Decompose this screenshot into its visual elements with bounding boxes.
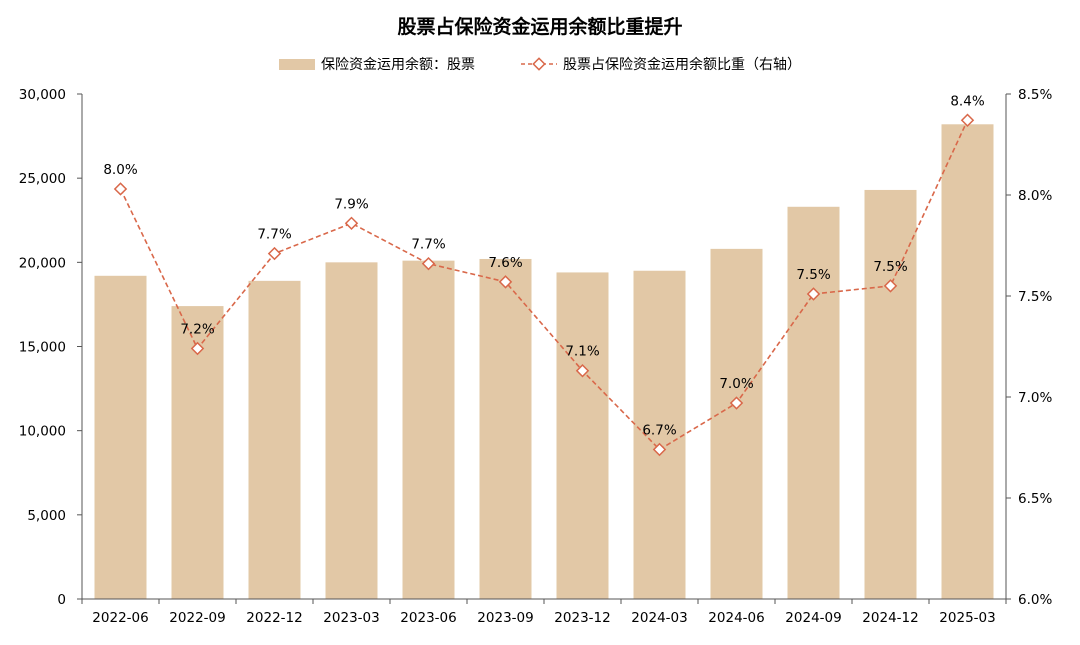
ratio-data-label: 7.7% — [411, 237, 445, 253]
x-tick-label: 2024-12 — [862, 610, 918, 626]
ratio-data-label: 7.6% — [488, 255, 522, 271]
legend-line-swatch — [521, 57, 557, 71]
bar-2022-12 — [248, 280, 301, 599]
ratio-data-label: 8.0% — [103, 162, 137, 178]
x-tick-label: 2022-09 — [169, 610, 225, 626]
ratio-point-2024-06 — [729, 396, 744, 410]
ratio-data-label: 8.4% — [950, 93, 984, 109]
left-tick-label: 30,000 — [19, 87, 66, 103]
bar-2022-06 — [94, 275, 147, 599]
right-tick-label: 7.0% — [1018, 390, 1052, 406]
bar-2023-03 — [325, 262, 378, 599]
bar-2024-12 — [864, 189, 917, 599]
ratio-point-2023-12 — [575, 364, 590, 378]
left-tick-label: 20,000 — [19, 255, 66, 271]
left-tick-label: 10,000 — [19, 424, 66, 440]
ratio-data-label: 7.5% — [796, 267, 830, 283]
ratio-data-label: 7.1% — [565, 344, 599, 360]
ratio-point-2024-09 — [806, 287, 821, 301]
ratio-point-2022-09 — [190, 341, 205, 356]
ratio-data-label: 7.7% — [257, 227, 291, 243]
left-tick-label: 25,000 — [19, 171, 66, 187]
ratio-data-label: 7.5% — [873, 259, 907, 275]
x-tick-label: 2023-06 — [400, 610, 456, 626]
right-tick-label: 6.5% — [1018, 491, 1052, 507]
ratio-data-label: 6.7% — [642, 423, 676, 439]
ratio-data-label: 7.0% — [719, 376, 753, 392]
bar-2024-03 — [633, 270, 686, 599]
right-tick-label: 8.5% — [1018, 87, 1052, 103]
right-tick-label: 6.0% — [1018, 592, 1052, 608]
chart-title: 股票占保险资金运用余额比重提升 — [397, 16, 683, 38]
bar-2025-03 — [941, 124, 994, 600]
ratio-point-2023-06 — [421, 256, 436, 271]
bar-2023-12 — [556, 272, 609, 599]
x-tick-label: 2024-09 — [785, 610, 841, 626]
ratio-data-label: 7.9% — [334, 196, 368, 212]
x-tick-label: 2023-09 — [477, 610, 533, 626]
ratio-point-2022-12 — [267, 246, 282, 261]
bar-2024-09 — [787, 206, 840, 600]
legend-item-stock-ratio: 股票占保险资金运用余额比重（右轴） — [519, 54, 801, 74]
legend-label-stock-balance: 保险资金运用余额：股票 — [321, 57, 475, 73]
x-tick-label: 2022-12 — [246, 610, 302, 626]
ratio-point-2024-03 — [652, 442, 667, 457]
right-tick-label: 7.5% — [1018, 289, 1052, 305]
x-tick-label: 2024-06 — [708, 610, 764, 626]
x-tick-label: 2025-03 — [939, 610, 995, 626]
bar-2024-06 — [710, 248, 763, 599]
ratio-point-2022-06 — [113, 182, 128, 196]
bar-2023-09 — [479, 258, 532, 599]
ratio-line — [119, 119, 969, 451]
ratio-point-2025-03 — [960, 113, 975, 127]
legend: 保险资金运用余额：股票 股票占保险资金运用余额比重（右轴） — [0, 54, 1080, 74]
ratio-point-2023-09 — [498, 275, 513, 289]
left-tick-label: 5,000 — [27, 508, 66, 524]
x-tick-label: 2023-12 — [554, 610, 610, 626]
legend-item-stock-balance: 保险资金运用余额：股票 — [279, 54, 475, 74]
bar-2023-06 — [402, 260, 455, 599]
legend-label-stock-ratio: 股票占保险资金运用余额比重（右轴） — [563, 57, 801, 73]
left-tick-label: 0 — [57, 592, 66, 608]
ratio-data-label: 7.2% — [180, 322, 214, 338]
left-tick-label: 15,000 — [19, 340, 66, 356]
x-tick-label: 2022-06 — [92, 610, 148, 626]
legend-bar-swatch — [279, 58, 315, 70]
right-tick-label: 8.0% — [1018, 188, 1052, 204]
x-tick-label: 2024-03 — [631, 610, 687, 626]
x-tick-label: 2023-03 — [323, 610, 379, 626]
ratio-point-2024-12 — [883, 279, 898, 293]
ratio-point-2023-03 — [344, 216, 359, 230]
